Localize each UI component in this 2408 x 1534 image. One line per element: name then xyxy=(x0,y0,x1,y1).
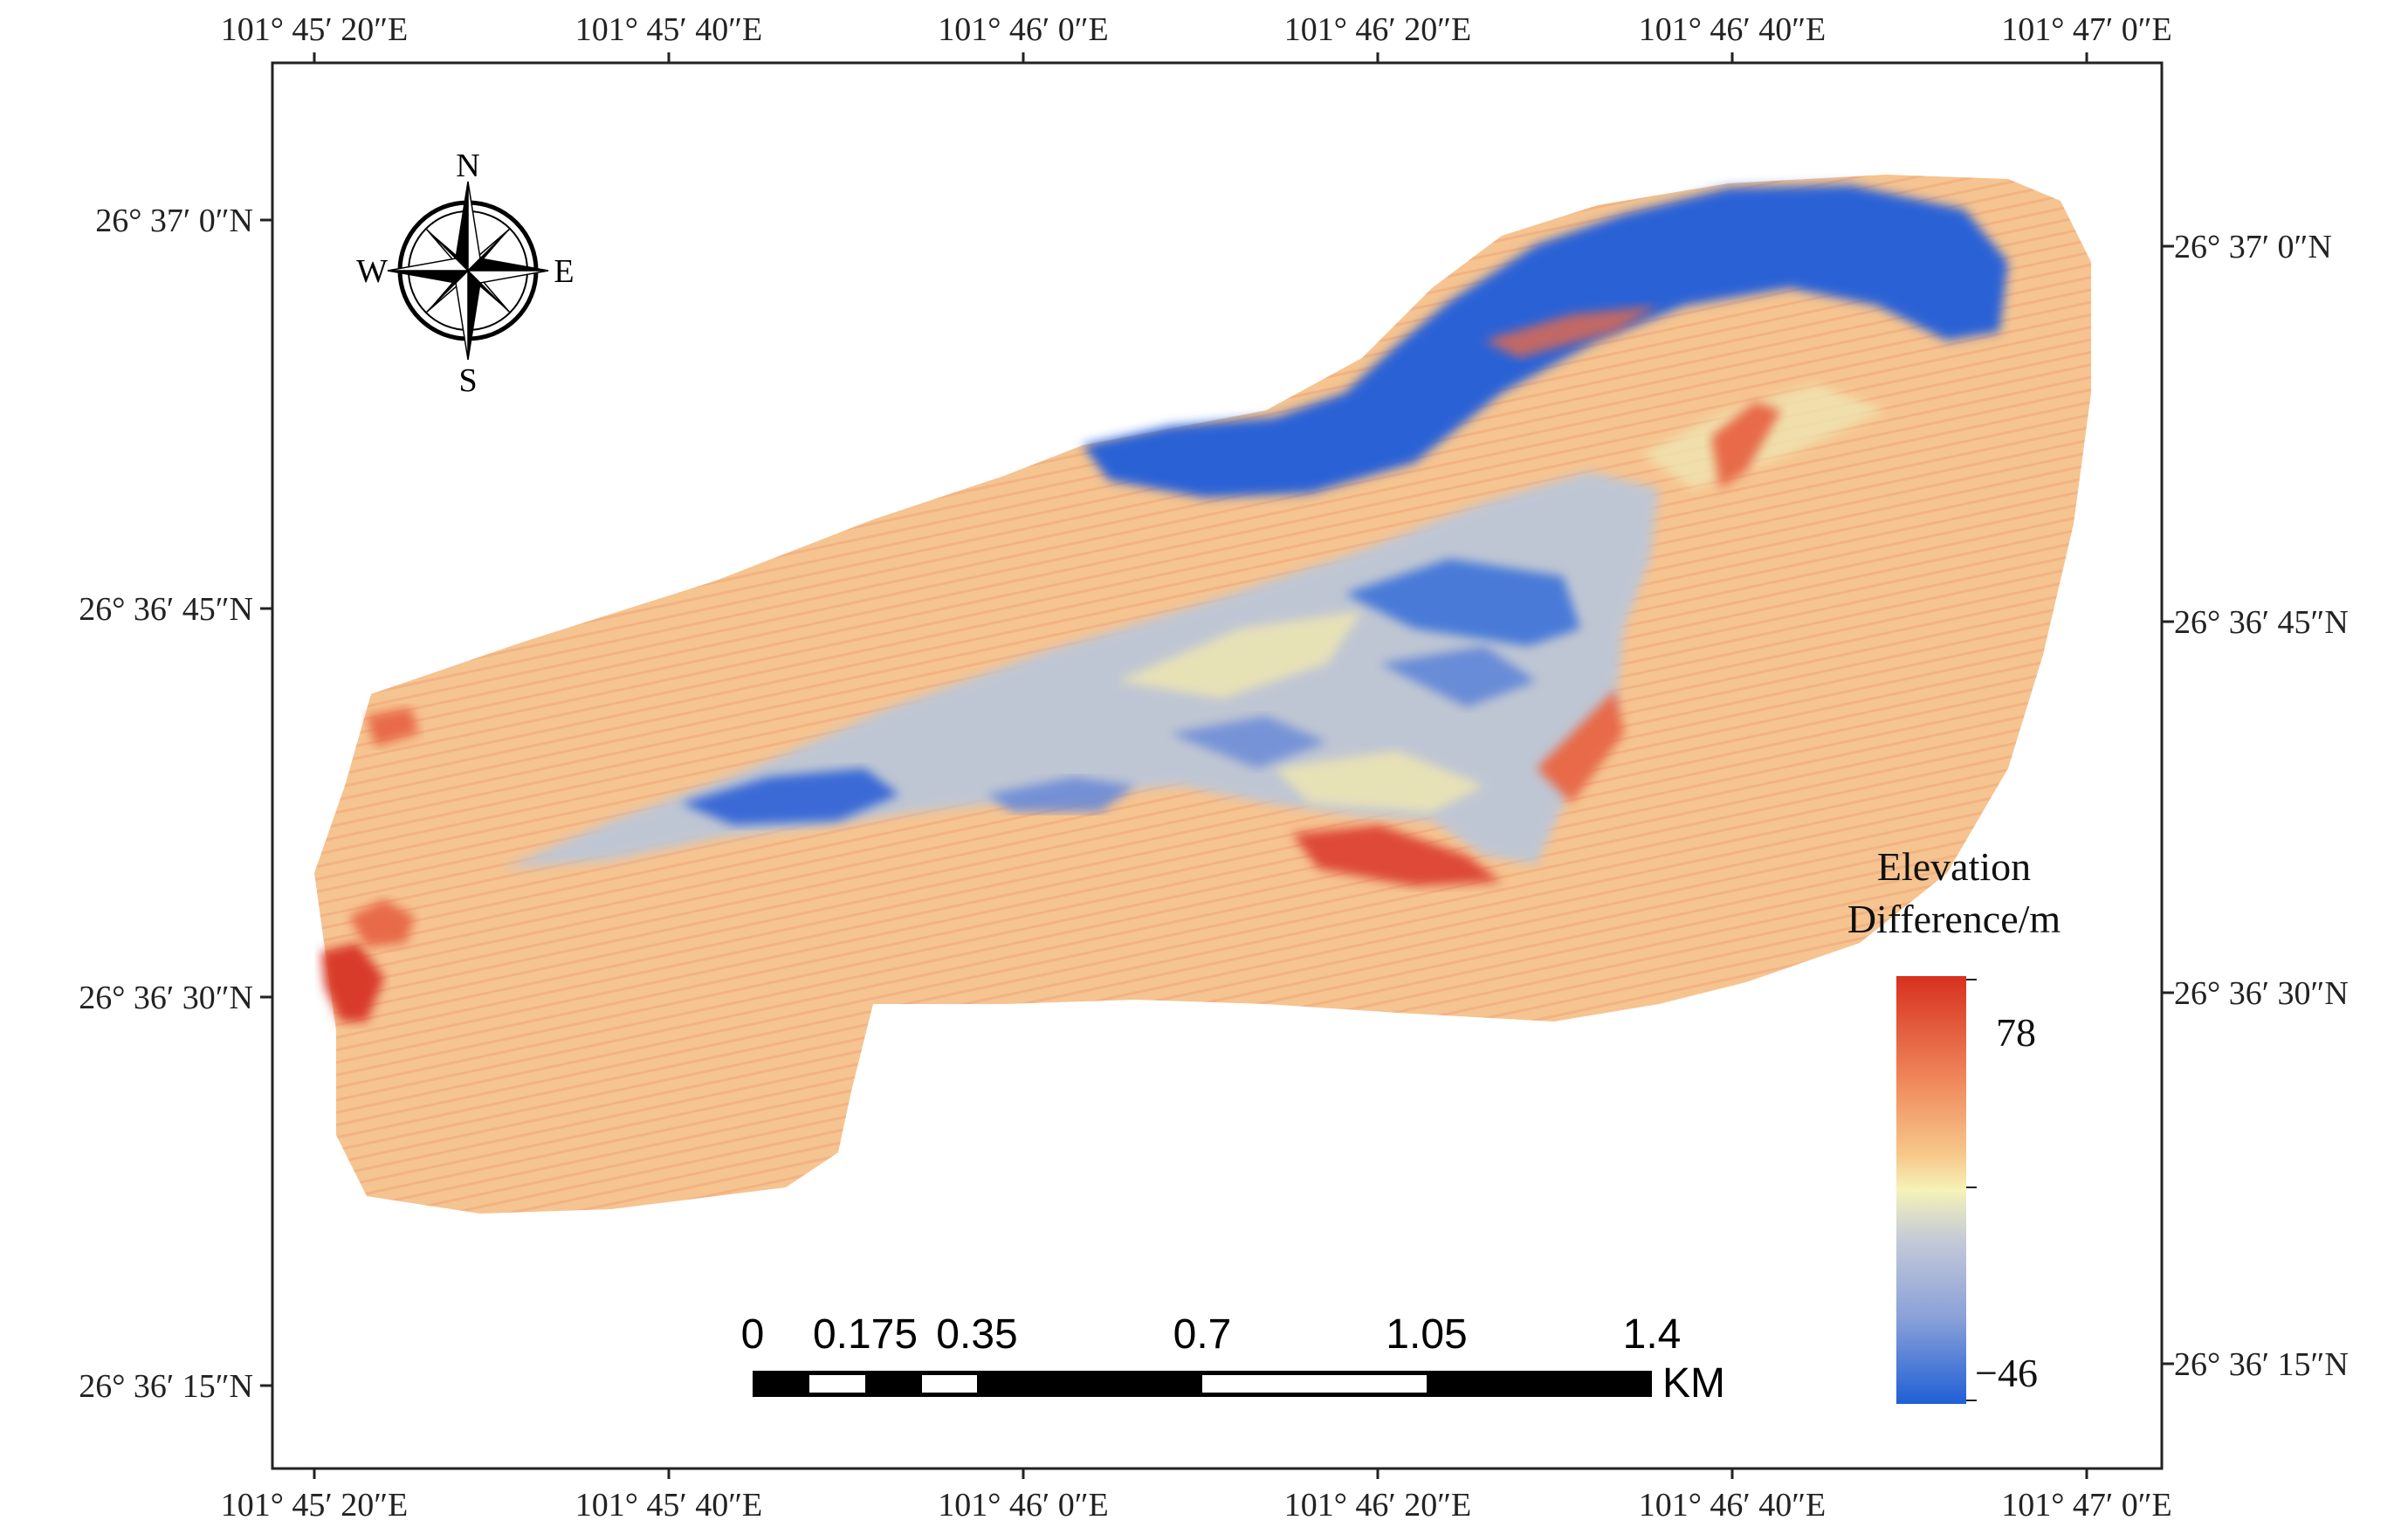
lon-label-bottom: 101° 45′ 20″E xyxy=(221,1487,409,1524)
lat-label-left: 26° 36′ 30″N xyxy=(79,980,253,1016)
red-patch-west xyxy=(321,943,384,1022)
red-patch-center xyxy=(1292,825,1502,886)
terrain-layer xyxy=(314,175,2091,1214)
lon-label-top: 101° 47′ 0″E xyxy=(2001,11,2172,48)
compass-south-label: S xyxy=(458,362,477,399)
scale-unit: KM xyxy=(1662,1360,1725,1407)
scale-bar: 0 0.175 0.35 0.7 1.05 1.4 KM xyxy=(741,1311,1725,1407)
scale-label: 0.175 xyxy=(813,1311,918,1358)
lat-label-left: 26° 36′ 15″N xyxy=(79,1368,253,1405)
lat-label-right: 26° 36′ 15″N xyxy=(2174,1346,2349,1383)
compass-east-label: E xyxy=(554,253,574,290)
scale-label: 0.7 xyxy=(1173,1311,1232,1358)
top-longitude-labels: 101° 45′ 20″E 101° 45′ 40″E 101° 46′ 0″E… xyxy=(221,11,2172,48)
lon-label-bottom: 101° 45′ 40″E xyxy=(575,1487,763,1524)
compass-west-label: W xyxy=(356,253,388,290)
legend-color-ramp xyxy=(1896,976,1966,1404)
scale-label: 0 xyxy=(741,1311,765,1358)
scale-label: 0.35 xyxy=(936,1311,1017,1358)
lat-label-right: 26° 36′ 30″N xyxy=(2174,975,2349,1012)
bottom-longitude-labels: 101° 45′ 20″E 101° 45′ 40″E 101° 46′ 0″E… xyxy=(221,1487,2172,1524)
left-latitude-labels: 26° 37′ 0″N 26° 36′ 45″N 26° 36′ 30″N 26… xyxy=(79,203,253,1405)
lon-label-bottom: 101° 46′ 40″E xyxy=(1639,1487,1827,1524)
legend-max-value: 78 xyxy=(1996,1010,2036,1055)
lat-label-right: 26° 36′ 45″N xyxy=(2174,604,2349,641)
legend-title-line2: Difference/m xyxy=(1847,897,2061,941)
legend: Elevation Difference/m 78 −46 xyxy=(1847,844,2061,1404)
lon-label-top: 101° 46′ 0″E xyxy=(938,11,1109,48)
lat-label-left: 26° 37′ 0″N xyxy=(95,203,253,239)
lon-label-bottom: 101° 47′ 0″E xyxy=(2001,1487,2172,1524)
legend-min-value: −46 xyxy=(1975,1351,2038,1395)
lon-label-top: 101° 46′ 40″E xyxy=(1639,11,1827,48)
frame-ticks xyxy=(260,52,2174,1479)
lat-label-right: 26° 37′ 0″N xyxy=(2174,229,2332,265)
lon-label-bottom: 101° 46′ 20″E xyxy=(1284,1487,1472,1524)
compass-north-label: N xyxy=(456,148,479,184)
scale-label: 1.05 xyxy=(1386,1311,1467,1358)
lon-label-bottom: 101° 46′ 0″E xyxy=(938,1487,1109,1524)
legend-title-line1: Elevation xyxy=(1877,844,2031,889)
lon-label-top: 101° 46′ 20″E xyxy=(1284,11,1472,48)
scale-label: 1.4 xyxy=(1623,1311,1682,1358)
lon-label-top: 101° 45′ 20″E xyxy=(221,11,409,48)
lat-label-left: 26° 36′ 45″N xyxy=(79,591,253,628)
compass-rose-icon: N S E W xyxy=(356,148,574,399)
right-latitude-labels: 26° 37′ 0″N 26° 36′ 45″N 26° 36′ 30″N 26… xyxy=(2174,229,2349,1383)
lon-label-top: 101° 45′ 40″E xyxy=(575,11,763,48)
